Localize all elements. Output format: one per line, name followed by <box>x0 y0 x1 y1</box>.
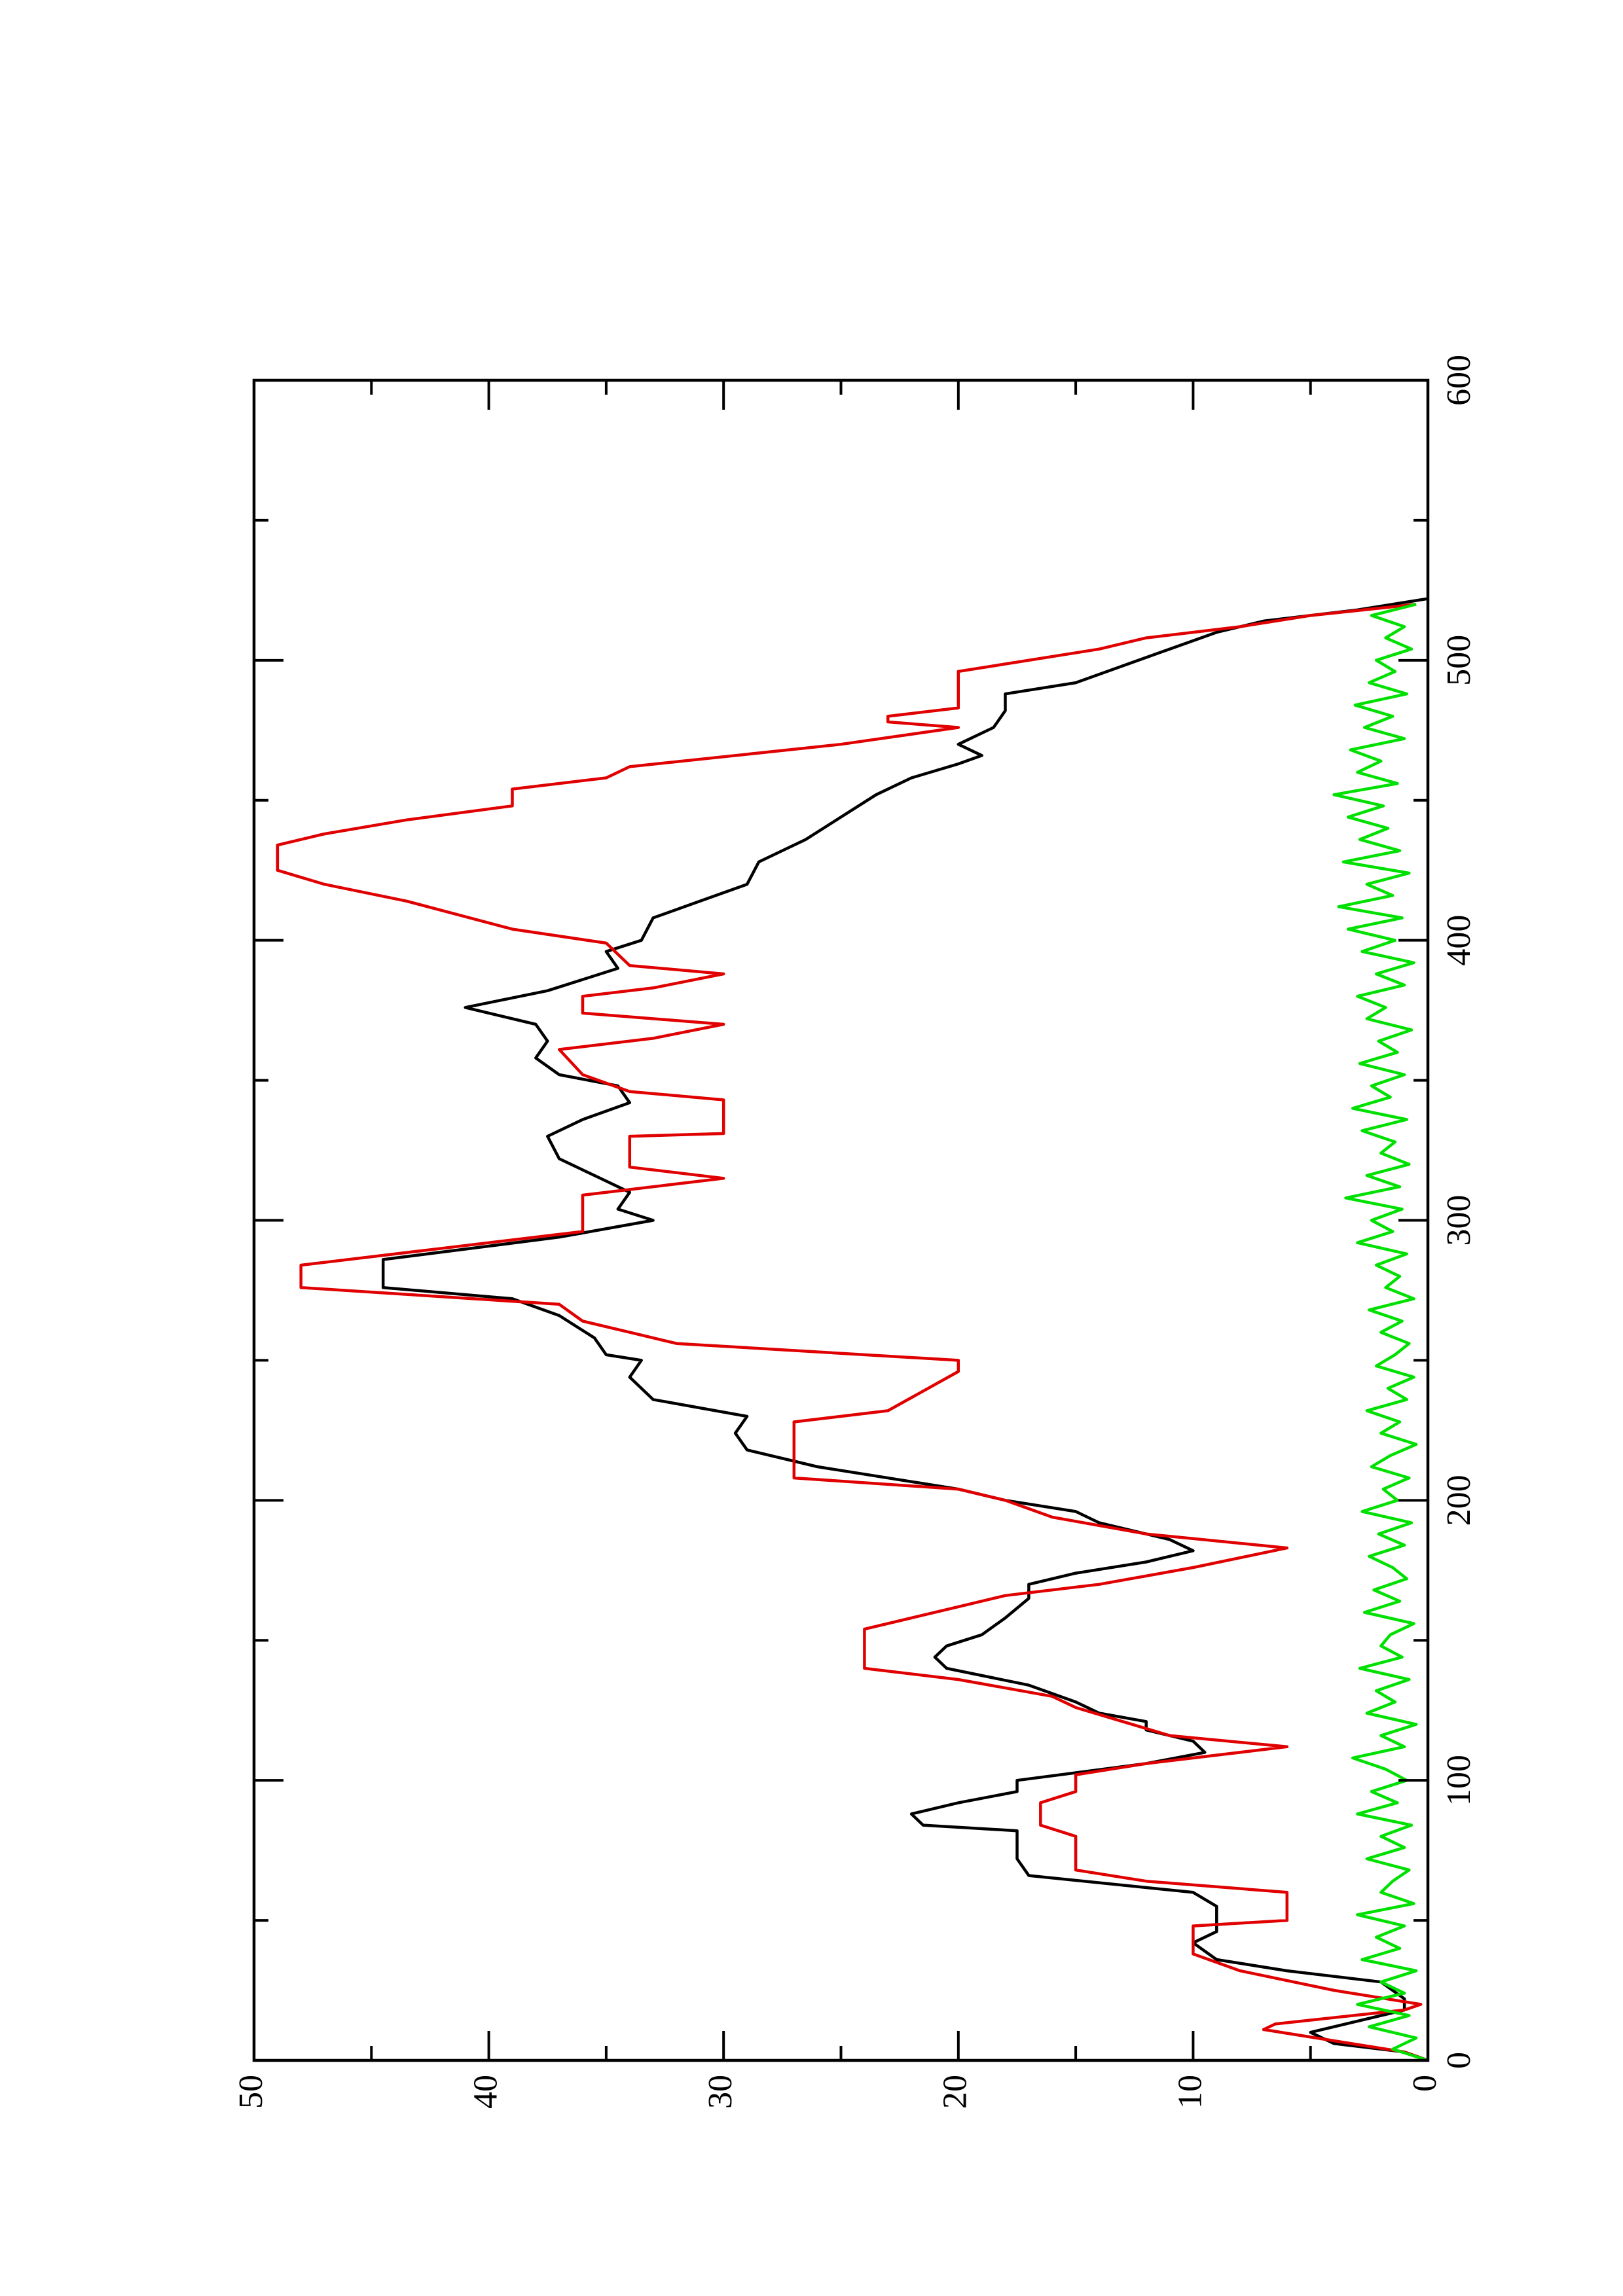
data-line <box>1332 603 1429 2062</box>
x-tick-label: 500 <box>1440 635 1478 686</box>
y-tick-label: 10 <box>1171 2075 1209 2109</box>
data-line <box>381 597 1429 2062</box>
x-tick-label: 0 <box>1440 2052 1478 2069</box>
y-tick-label: 20 <box>937 2075 974 2109</box>
rotated-plot: 0 100 200 300 400 500 600 0 10 20 30 40 50 <box>232 355 1478 2109</box>
x-tick-label: 600 <box>1440 355 1478 406</box>
x-tick-label: 200 <box>1440 1475 1478 1526</box>
y-tick-label: 30 <box>702 2075 739 2109</box>
y-tick-label: 0 <box>1406 2075 1444 2092</box>
y-tick-label: 50 <box>232 2075 270 2109</box>
x-tick-label: 300 <box>1440 1195 1478 1246</box>
y-tick-label: 40 <box>467 2075 505 2109</box>
data-line <box>276 603 1429 2062</box>
x-tick-label: 400 <box>1440 915 1478 966</box>
plot-frame <box>252 378 1430 2062</box>
x-tick-label: 100 <box>1440 1755 1478 1806</box>
